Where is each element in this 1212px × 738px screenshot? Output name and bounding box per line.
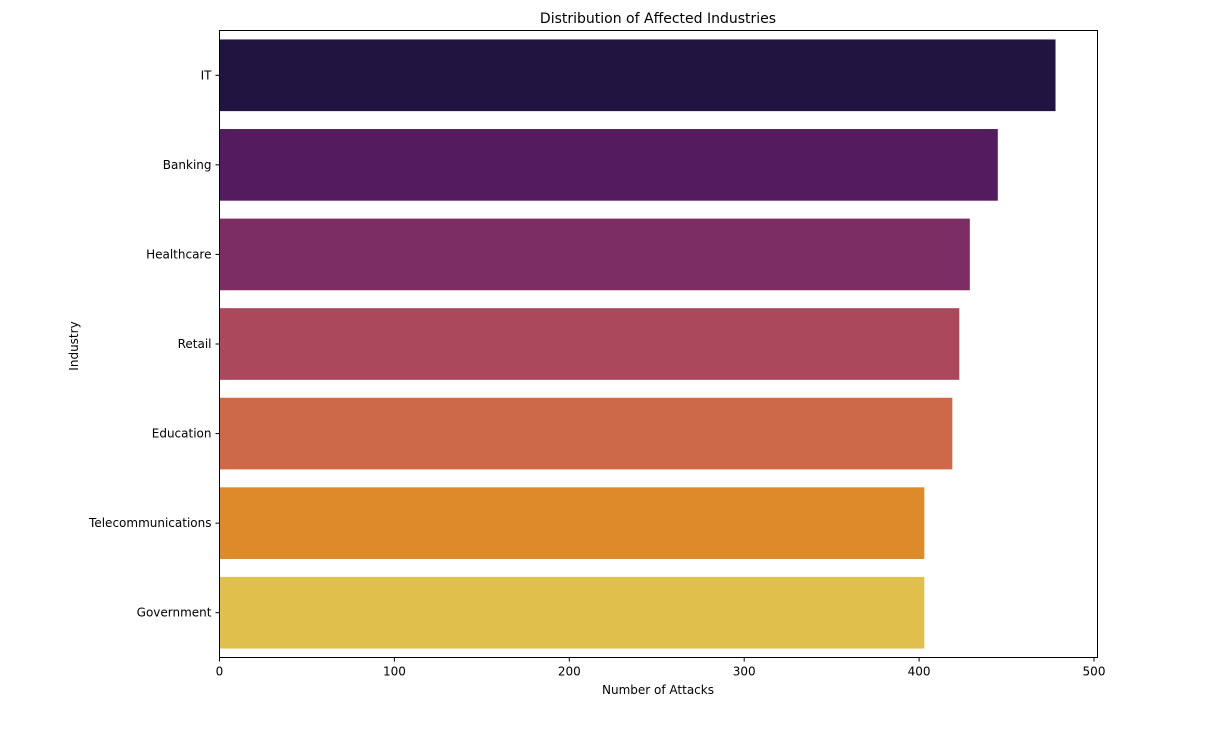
x-axis-label: Number of Attacks	[602, 683, 714, 697]
bar-retail	[219, 308, 960, 380]
plot-frame	[219, 30, 1098, 658]
bar-government	[219, 576, 925, 649]
y-tick-label: Government	[137, 606, 212, 620]
bar-healthcare	[219, 218, 970, 291]
x-tick-label: 0	[216, 665, 224, 679]
chart-title: Distribution of Affected Industries	[540, 11, 776, 27]
x-ticks: 0 100 200 300 400 500	[216, 657, 1106, 679]
x-tick-label: 200	[558, 665, 581, 679]
y-tick-label: Education	[152, 427, 212, 441]
y-tick-label: Retail	[178, 337, 212, 351]
bar-education	[219, 397, 953, 470]
bar-banking	[219, 129, 998, 201]
bars-group	[219, 39, 1056, 649]
x-tick-label: 400	[908, 665, 931, 679]
y-tick-label: Healthcare	[146, 247, 211, 261]
x-tick-label: 300	[733, 665, 756, 679]
y-tick-label: Banking	[163, 158, 212, 172]
y-tick-label: Telecommunications	[88, 516, 211, 530]
x-tick-label: 100	[383, 665, 406, 679]
y-tick-label: IT	[201, 68, 213, 82]
y-axis-label: Industry	[67, 321, 81, 370]
bar-telecommunications	[219, 487, 925, 559]
y-ticks: IT Banking Healthcare Retail Education Teleco…	[88, 68, 220, 620]
bar-it	[219, 39, 1056, 112]
x-tick-label: 500	[1083, 665, 1106, 679]
